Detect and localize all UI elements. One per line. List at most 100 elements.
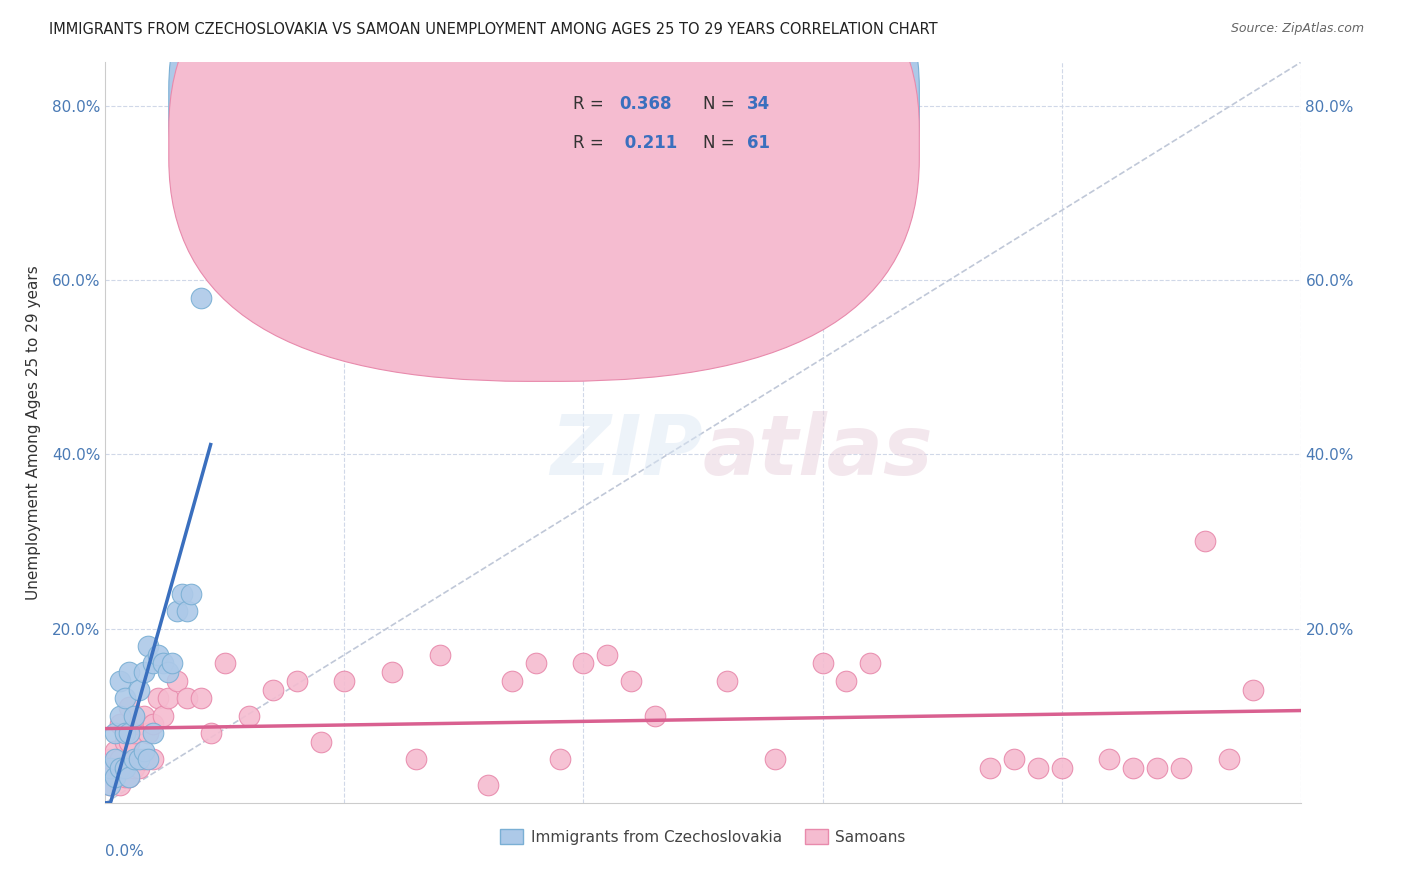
- Point: [132, 665, 155, 680]
- Point: [114, 770, 136, 784]
- Point: [524, 657, 547, 671]
- Point: [176, 604, 198, 618]
- Point: [118, 665, 141, 680]
- Point: [166, 604, 188, 618]
- Point: [596, 648, 619, 662]
- Point: [1098, 752, 1121, 766]
- Text: 0.368: 0.368: [619, 95, 672, 113]
- Point: [142, 752, 165, 766]
- Point: [108, 717, 131, 731]
- Point: [146, 648, 169, 662]
- Point: [716, 673, 738, 688]
- Point: [162, 657, 184, 671]
- Point: [285, 673, 308, 688]
- Point: [108, 778, 131, 792]
- Point: [104, 752, 127, 766]
- Text: Source: ZipAtlas.com: Source: ZipAtlas.com: [1230, 22, 1364, 36]
- Point: [190, 291, 212, 305]
- Point: [98, 761, 121, 775]
- Point: [859, 657, 882, 671]
- Point: [114, 691, 136, 706]
- Point: [142, 717, 165, 731]
- Point: [118, 726, 141, 740]
- Point: [200, 726, 222, 740]
- Text: ZIP: ZIP: [550, 410, 703, 491]
- Point: [501, 673, 523, 688]
- Point: [118, 770, 141, 784]
- Point: [176, 691, 198, 706]
- Point: [118, 735, 141, 749]
- Point: [156, 665, 179, 680]
- Text: IMMIGRANTS FROM CZECHOSLOVAKIA VS SAMOAN UNEMPLOYMENT AMONG AGES 25 TO 29 YEARS : IMMIGRANTS FROM CZECHOSLOVAKIA VS SAMOAN…: [49, 22, 938, 37]
- Point: [114, 761, 136, 775]
- Point: [835, 673, 858, 688]
- Point: [979, 761, 1001, 775]
- Point: [763, 752, 786, 766]
- Point: [142, 657, 165, 671]
- Text: 34: 34: [747, 95, 770, 113]
- Point: [548, 752, 571, 766]
- Point: [200, 203, 222, 218]
- Point: [405, 752, 427, 766]
- Point: [190, 691, 212, 706]
- Point: [262, 682, 284, 697]
- Point: [108, 673, 131, 688]
- Point: [108, 761, 131, 775]
- Point: [128, 761, 150, 775]
- Point: [132, 708, 155, 723]
- Point: [122, 708, 145, 723]
- Point: [118, 700, 141, 714]
- FancyBboxPatch shape: [512, 78, 841, 169]
- Point: [1146, 761, 1168, 775]
- Point: [309, 735, 332, 749]
- Point: [128, 682, 150, 697]
- Point: [644, 708, 666, 723]
- Point: [166, 673, 188, 688]
- Point: [811, 657, 834, 671]
- Point: [1122, 761, 1144, 775]
- Point: [108, 708, 131, 723]
- Point: [98, 778, 121, 792]
- Point: [1218, 752, 1240, 766]
- Point: [381, 665, 404, 680]
- Point: [122, 761, 145, 775]
- Text: R =: R =: [572, 95, 609, 113]
- Point: [1002, 752, 1025, 766]
- Point: [1241, 682, 1264, 697]
- Legend: Immigrants from Czechoslovakia, Samoans: Immigrants from Czechoslovakia, Samoans: [494, 822, 912, 851]
- FancyBboxPatch shape: [169, 0, 920, 382]
- Point: [333, 673, 356, 688]
- FancyBboxPatch shape: [169, 0, 920, 342]
- Text: 0.211: 0.211: [619, 134, 678, 153]
- Point: [138, 639, 160, 653]
- Point: [152, 708, 174, 723]
- Text: atlas: atlas: [703, 410, 934, 491]
- Point: [98, 752, 121, 766]
- Point: [104, 770, 127, 784]
- Point: [214, 657, 236, 671]
- Point: [180, 587, 202, 601]
- Text: N =: N =: [703, 95, 740, 113]
- Point: [128, 717, 150, 731]
- Point: [152, 657, 174, 671]
- Point: [138, 752, 160, 766]
- Point: [114, 735, 136, 749]
- Point: [146, 691, 169, 706]
- Point: [620, 673, 643, 688]
- Point: [156, 691, 179, 706]
- Text: 61: 61: [747, 134, 770, 153]
- Point: [138, 726, 160, 740]
- Point: [132, 752, 155, 766]
- Point: [98, 778, 121, 792]
- Point: [108, 752, 131, 766]
- Point: [477, 778, 499, 792]
- Text: 0.0%: 0.0%: [105, 844, 145, 858]
- Point: [142, 726, 165, 740]
- Point: [170, 587, 193, 601]
- Point: [128, 752, 150, 766]
- Point: [1194, 534, 1216, 549]
- Point: [104, 770, 127, 784]
- Point: [104, 726, 127, 740]
- Point: [238, 708, 260, 723]
- Text: N =: N =: [703, 134, 740, 153]
